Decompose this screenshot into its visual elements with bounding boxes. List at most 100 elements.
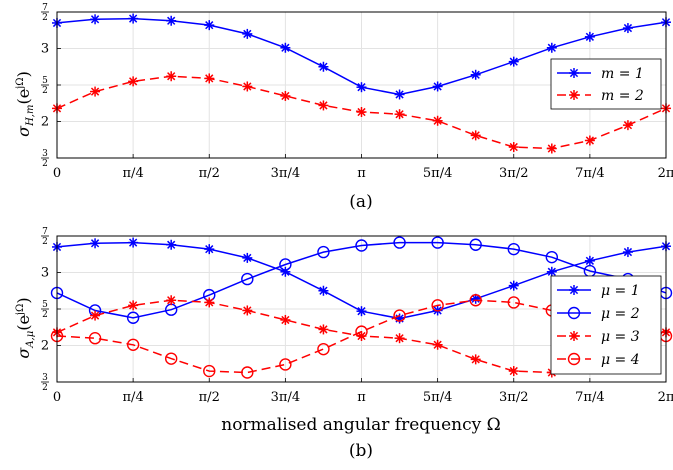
marker-stroke (319, 325, 328, 334)
y-tick-label: 52 (41, 76, 49, 96)
legend-label: μ = 2 (601, 306, 640, 322)
y-tick-label: 3 (41, 42, 49, 57)
data-point (622, 23, 633, 34)
tick-denominator: 2 (42, 383, 48, 393)
marker-stroke (357, 307, 366, 316)
data-point (242, 252, 253, 263)
marker-stroke (90, 15, 100, 24)
marker-stroke (433, 340, 442, 349)
data-point (242, 305, 253, 316)
y-tick-label: 72 (41, 3, 49, 23)
marker-stroke (205, 74, 214, 83)
x-tick-label: 5π/4 (423, 390, 452, 405)
y-tick-label: 72 (41, 227, 49, 247)
marker-stroke (547, 43, 556, 52)
marker-stroke (167, 296, 176, 305)
axes-frame-a (56, 11, 667, 159)
data-point (545, 250, 559, 264)
marker-stroke (243, 306, 252, 315)
data-point (280, 42, 291, 53)
marker-stroke (90, 87, 100, 96)
y-tick-label: 3 (41, 266, 49, 281)
data-point (393, 309, 406, 322)
marker-stroke (395, 110, 404, 119)
marker-stroke (281, 91, 290, 101)
x-tick-label: 7π/4 (575, 390, 604, 405)
marker-stroke (205, 245, 214, 254)
data-point (394, 333, 405, 344)
data-point (242, 81, 253, 92)
data-point (318, 100, 329, 111)
marker-stroke (319, 286, 328, 295)
legend-marker (569, 285, 579, 295)
data-point (508, 56, 519, 67)
marker-stroke (471, 70, 480, 79)
tick-numerator: 7 (42, 3, 48, 13)
tick-numerator: 5 (42, 300, 48, 310)
data-point (508, 366, 519, 377)
data-point (128, 13, 139, 24)
legend-label: μ = 3 (601, 329, 640, 345)
marker-stroke (569, 285, 579, 295)
marker-stroke (167, 16, 176, 25)
marker-stroke (319, 62, 328, 71)
marker-stroke (243, 82, 252, 91)
data-point (90, 238, 101, 249)
marker-stroke (167, 72, 176, 81)
tick-numerator: 5 (42, 76, 48, 86)
x-tick-label: 0 (53, 390, 61, 405)
marker-stroke (509, 142, 518, 152)
data-point (431, 299, 444, 312)
data-point (164, 352, 178, 365)
data-point (317, 342, 330, 356)
plot-area-b: μ = 1 μ = 2 μ = 3 μ = 4 (50, 235, 673, 383)
marker-stroke (395, 90, 404, 99)
marker-stroke (395, 334, 404, 343)
data-point (241, 366, 254, 379)
data-point (432, 339, 443, 350)
x-tick-label: 3π/4 (271, 166, 300, 181)
data-point (90, 14, 101, 25)
marker-stroke (623, 121, 633, 130)
marker-stroke (471, 131, 480, 140)
tick-denominator: 2 (42, 86, 48, 96)
marker-stroke (623, 247, 633, 257)
marker-stroke (433, 116, 442, 125)
data-point (279, 358, 292, 371)
data-point (128, 76, 139, 87)
legend-marker (567, 352, 581, 366)
x-tick-label: 2π (658, 390, 673, 405)
data-point (356, 82, 367, 93)
data-point (470, 69, 481, 80)
data-point (546, 266, 557, 277)
data-point (508, 280, 519, 291)
data-point (166, 15, 177, 26)
data-point (166, 295, 177, 306)
data-point (203, 364, 216, 378)
marker-stroke (471, 355, 480, 364)
marker-stroke (569, 331, 579, 341)
data-point (90, 310, 101, 321)
tick-text: 2 (41, 339, 49, 354)
x-tick-labels-b: 0 π/4 π/2 3π/4 π 5π/4 3π/2 7π/4 2π (53, 390, 673, 405)
marker-stroke (585, 256, 595, 265)
marker-stroke (569, 68, 579, 78)
series (50, 236, 673, 324)
data-point (166, 71, 177, 82)
legend-b: μ = 1 μ = 2 μ = 3 μ = 4 (550, 275, 662, 375)
legend-marker (569, 331, 579, 341)
marker-stroke (128, 14, 138, 23)
data-point (88, 332, 102, 345)
marker-stroke (128, 238, 138, 247)
x-tick-label: 3π/4 (271, 390, 300, 405)
data-point (622, 247, 633, 258)
data-point (317, 245, 330, 259)
x-tick-label: 3π/2 (499, 390, 528, 405)
marker-stroke (471, 294, 480, 303)
data-point (204, 20, 215, 31)
data-point (546, 143, 557, 154)
data-point (355, 325, 368, 338)
data-point (584, 255, 595, 266)
data-point (318, 61, 329, 72)
